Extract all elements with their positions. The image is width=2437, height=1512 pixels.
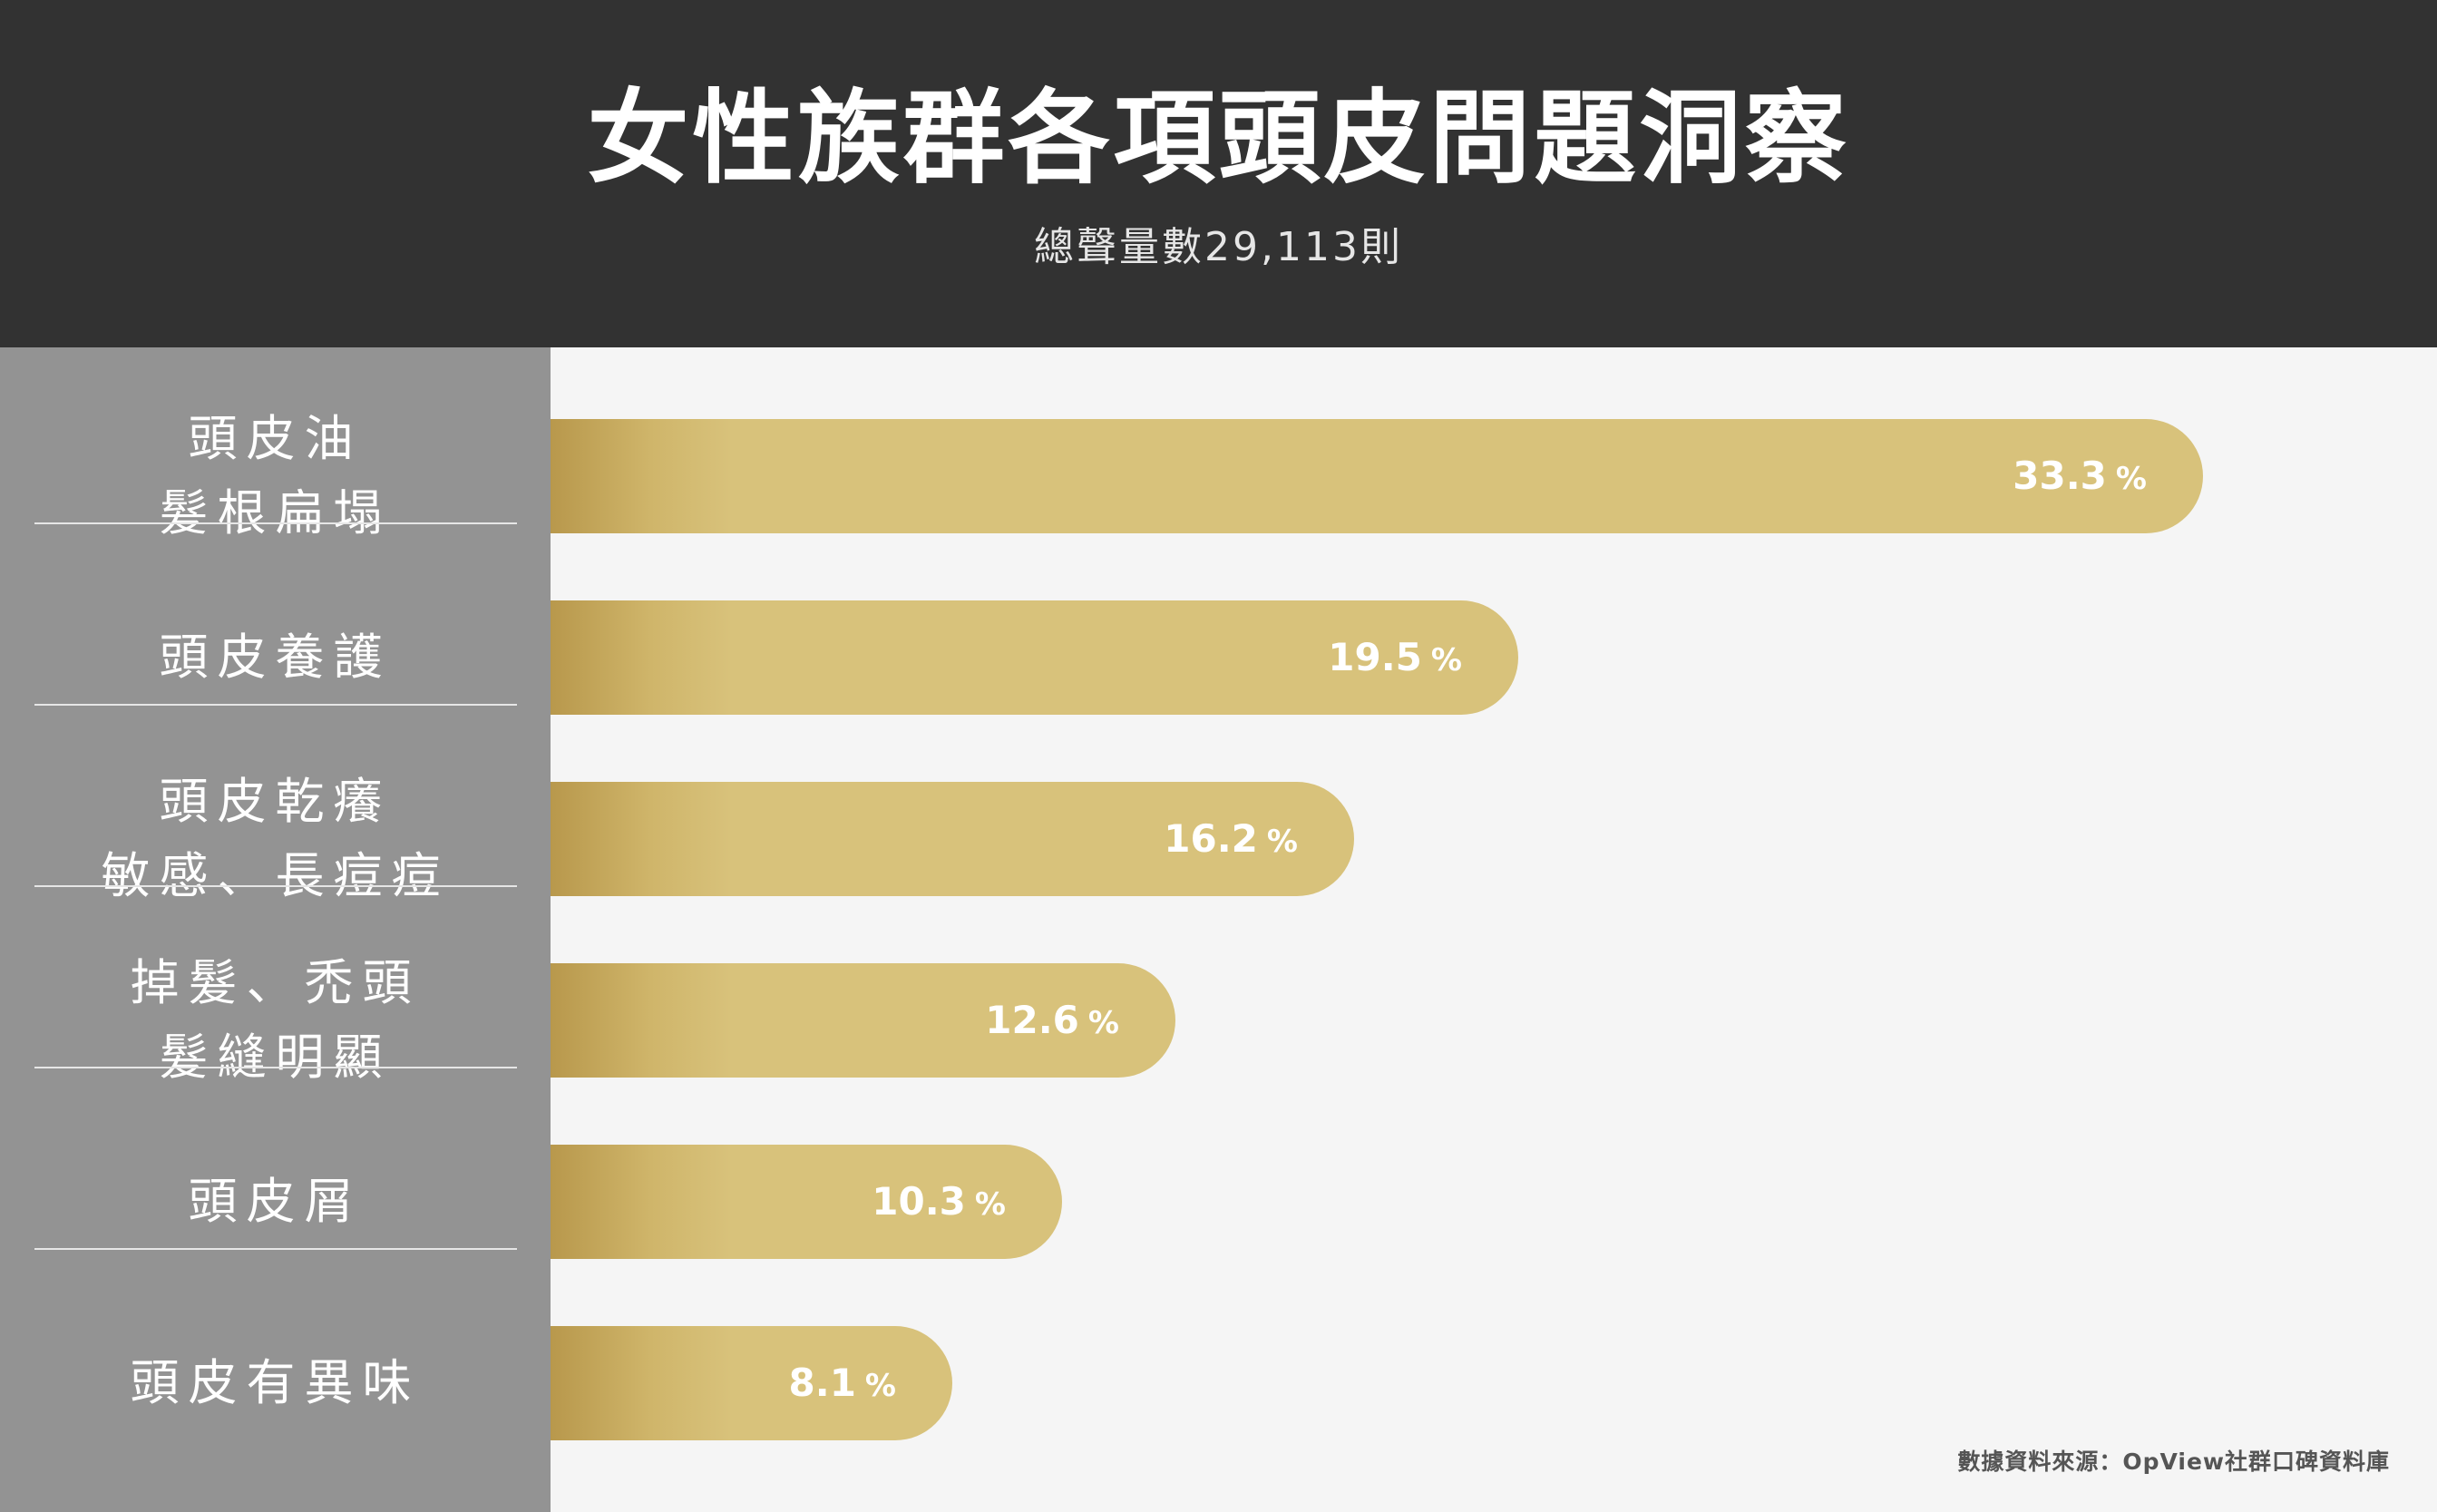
- bar-value: 8.1: [788, 1361, 856, 1405]
- category-label-line: 頭皮養護: [159, 629, 392, 686]
- category-label-line: 髮根扁塌: [159, 484, 392, 541]
- bar: 33.3%: [551, 419, 2203, 533]
- data-source-note: 數據資料來源：OpView社群口碑資料庫: [1957, 1449, 2390, 1475]
- bar-value: 12.6: [985, 998, 1079, 1042]
- category-sidebar: [0, 347, 551, 1512]
- category-label: 頭皮有異味: [0, 1346, 551, 1420]
- category-label-line: 掉髮、禿頭: [130, 954, 421, 1011]
- row-divider: [34, 885, 517, 887]
- bar-value: 10.3: [872, 1179, 966, 1224]
- bar-value-unit: %: [1266, 824, 1298, 860]
- category-label: 掉髮、禿頭 髮縫明顯: [0, 946, 551, 1095]
- row-divider: [34, 1248, 517, 1250]
- bar-value-label: 16.2%: [1164, 782, 1298, 896]
- category-label-line: 頭皮乾癢: [159, 773, 392, 830]
- chart-area: [551, 347, 2437, 1512]
- category-label-line: 頭皮有異味: [130, 1354, 421, 1411]
- category-label-line: 髮縫明顯: [159, 1029, 392, 1086]
- category-label-line: 頭皮屑: [188, 1173, 363, 1230]
- bar-value-unit: %: [974, 1186, 1006, 1223]
- bar-value-label: 8.1%: [789, 1326, 896, 1440]
- category-label: 頭皮養護: [0, 620, 551, 695]
- bar-value: 19.5: [1328, 635, 1422, 679]
- bar: 8.1%: [551, 1326, 952, 1440]
- bar: 10.3%: [551, 1145, 1062, 1259]
- bar-value: 33.3: [2013, 454, 2107, 498]
- bar-value-label: 33.3%: [2013, 419, 2147, 533]
- bar-value-label: 19.5%: [1328, 600, 1462, 715]
- bar-value-unit: %: [2115, 461, 2147, 497]
- bar-value-unit: %: [864, 1368, 896, 1404]
- row-divider: [34, 522, 517, 524]
- header: 女性族群各項頭皮問題洞察 總聲量數29,113則: [0, 0, 2437, 347]
- bar: 19.5%: [551, 600, 1518, 715]
- bar-value-label: 12.6%: [985, 963, 1119, 1078]
- bar-value: 16.2: [1164, 816, 1258, 861]
- bar-value-unit: %: [1430, 642, 1462, 678]
- row-divider: [34, 704, 517, 706]
- bar: 16.2%: [551, 782, 1354, 896]
- bar-value-unit: %: [1087, 1005, 1119, 1041]
- category-label: 頭皮乾癢敏感、長痘痘: [0, 765, 551, 913]
- category-label-line: 頭皮油: [188, 410, 363, 467]
- bar: 12.6%: [551, 963, 1175, 1078]
- chart-title: 女性族群各項頭皮問題洞察: [587, 80, 1850, 198]
- category-label: 頭皮屑: [0, 1165, 551, 1239]
- bar-value-label: 10.3%: [872, 1145, 1006, 1259]
- row-divider: [34, 1067, 517, 1068]
- category-label: 頭皮油 髮根扁塌: [0, 402, 551, 551]
- chart-subtitle: 總聲量數29,113則: [1034, 224, 1403, 270]
- category-label-line: 敏感、長痘痘: [101, 847, 450, 904]
